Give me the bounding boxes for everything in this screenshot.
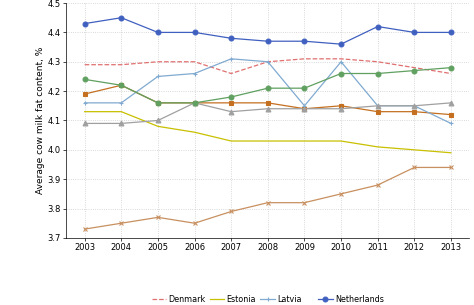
Y-axis label: Average cow milk fat content, %: Average cow milk fat content, % xyxy=(36,47,45,194)
Legend: Denmark, Germany, Estonia, Ireland, Latvia, Lithuania, Netherlands, Finland: Denmark, Germany, Estonia, Ireland, Latv… xyxy=(150,294,386,305)
